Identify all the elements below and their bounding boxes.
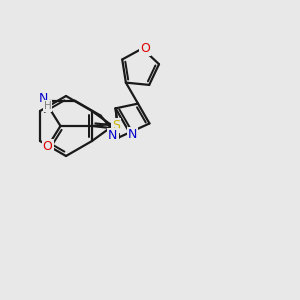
Text: N: N xyxy=(128,128,137,141)
Text: S: S xyxy=(112,119,120,132)
Text: N: N xyxy=(108,129,118,142)
Text: N: N xyxy=(38,92,48,105)
Text: O: O xyxy=(140,42,150,55)
Text: H: H xyxy=(44,101,52,111)
Text: O: O xyxy=(43,140,52,153)
